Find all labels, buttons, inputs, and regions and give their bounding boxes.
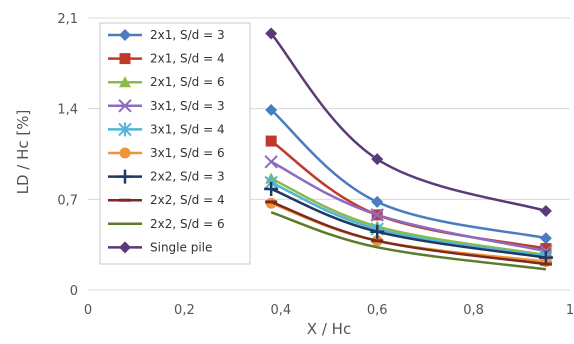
legend-marker	[118, 169, 132, 184]
legend-marker	[119, 241, 131, 254]
data-point	[265, 27, 278, 40]
data-point	[370, 208, 384, 222]
data-point	[539, 204, 552, 217]
legend-item: 3x1, S/d = 3	[108, 99, 225, 113]
x-tick-label: 1	[566, 303, 574, 318]
data-point	[265, 135, 277, 147]
x-tick-label: 0,8	[463, 303, 484, 318]
legend-item: 2x2, S/d = 3	[108, 169, 225, 184]
legend-label: 3x1, S/d = 4	[150, 122, 225, 136]
legend-item: 3x1, S/d = 4	[108, 122, 225, 137]
x-tick-label: 0	[84, 303, 92, 318]
legend-marker	[119, 76, 131, 88]
series-8	[265, 200, 552, 266]
y-tick-label: 0,7	[57, 193, 78, 208]
legend-item: 3x1, S/d = 6	[108, 146, 225, 160]
y-tick-label: 0	[70, 284, 78, 299]
legend-marker	[118, 122, 132, 137]
legend-label: Single pile	[150, 240, 212, 254]
data-point	[265, 103, 278, 116]
legend-label: 2x2, S/d = 6	[150, 217, 225, 231]
legend: 2x1, S/d = 3 2x1, S/d = 4 2x1, S/d = 6 3x1,…	[99, 22, 251, 265]
legend-label: 2x1, S/d = 6	[150, 75, 225, 89]
legend-label: 2x1, S/d = 3	[150, 28, 225, 42]
series-line	[270, 211, 547, 271]
series-line	[270, 187, 547, 259]
series-1	[265, 103, 552, 245]
data-point	[540, 243, 552, 255]
legend-marker	[119, 53, 131, 65]
legend-marker	[119, 29, 131, 41]
legend-item: Single pile	[108, 240, 212, 254]
series-line	[270, 160, 547, 253]
series-10	[265, 27, 552, 217]
y-tick-label: 2,1	[57, 12, 78, 27]
legend-label: 3x1, S/d = 6	[150, 146, 225, 160]
x-tick-label: 0,6	[367, 303, 388, 318]
legend-marker	[118, 99, 132, 113]
data-point	[371, 195, 384, 208]
series-lines	[264, 27, 553, 271]
data-point	[264, 155, 278, 169]
y-axis-title: LD / Hc [%]	[14, 110, 32, 195]
legend-item: 2x1, S/d = 3	[108, 28, 225, 42]
series-9	[270, 211, 547, 271]
legend-label: 2x2, S/d = 4	[150, 193, 225, 207]
y-tick-label: 1,4	[57, 103, 78, 118]
x-tick-label: 0,2	[174, 303, 195, 318]
series-line	[270, 177, 547, 257]
series-7	[264, 181, 553, 265]
data-point	[370, 224, 385, 239]
legend-label: 2x2, S/d = 3	[150, 170, 225, 184]
data-point	[539, 232, 552, 245]
legend-item: 2x2, S/d = 4	[108, 193, 225, 207]
y-axis-ticks: 0 0,7 1,4 2,1	[57, 12, 78, 299]
data-point	[538, 250, 553, 265]
data-point	[371, 153, 384, 166]
x-axis-title: X / Hc	[307, 320, 351, 338]
x-axis-ticks: 0 0,2 0,4 0,6 0,8 1	[84, 303, 574, 318]
legend-marker	[119, 147, 131, 159]
data-point	[264, 181, 279, 196]
legend-items: 2x1, S/d = 3 2x1, S/d = 4 2x1, S/d = 6 3x1,…	[108, 28, 225, 254]
legend-item: 2x1, S/d = 4	[108, 52, 225, 66]
x-tick-label: 0,4	[270, 303, 291, 318]
legend-label: 3x1, S/d = 3	[150, 99, 225, 113]
legend-item: 2x2, S/d = 6	[108, 217, 225, 231]
legend-item: 2x1, S/d = 6	[108, 75, 225, 89]
legend-label: 2x1, S/d = 4	[150, 52, 225, 66]
